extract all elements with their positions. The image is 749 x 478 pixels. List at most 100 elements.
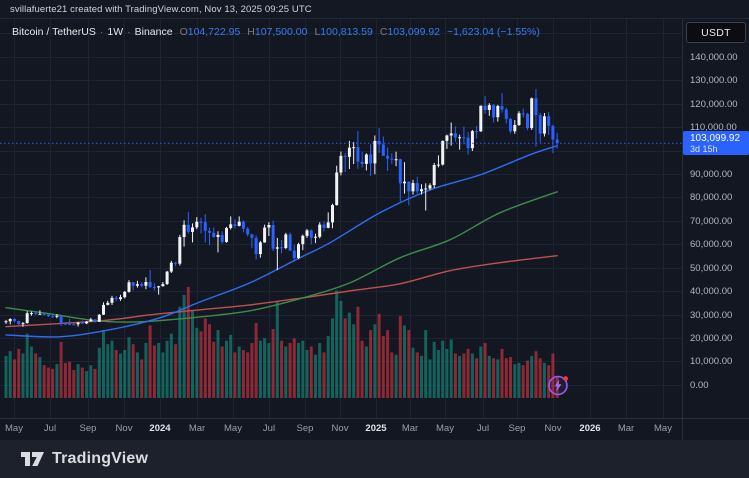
candle-body: [542, 116, 546, 134]
candle-body: [538, 115, 542, 134]
legend-close: C103,099.92: [379, 26, 441, 38]
candle-body: [229, 224, 233, 228]
legend-symbol-name[interactable]: Bitcoin / TetherUS: [12, 26, 96, 38]
volume-bar: [326, 336, 330, 398]
volume-bar: [38, 357, 42, 398]
candle-body: [76, 322, 80, 325]
tradingview-logo-icon: [21, 452, 44, 466]
candle-body: [17, 321, 21, 325]
price-tick-label: 120,000.00: [690, 98, 738, 110]
candle-body: [68, 323, 72, 325]
candle-body: [135, 284, 139, 286]
candle-body: [436, 164, 440, 166]
candle-body: [470, 131, 474, 149]
legend-exchange[interactable]: Binance: [134, 26, 173, 38]
volume-bar: [284, 346, 288, 398]
volume-bar: [191, 310, 194, 399]
volume-bar: [135, 352, 139, 398]
candle-body: [89, 319, 93, 322]
candle-body: [284, 234, 288, 248]
candle-body: [420, 189, 423, 192]
time-tick-year: 2025: [365, 423, 387, 434]
volume-bar: [25, 333, 29, 398]
time-tick-month: May: [5, 423, 23, 434]
candle-body: [377, 140, 381, 145]
candle-body: [280, 247, 284, 249]
candle-body: [186, 224, 190, 232]
candle-body: [233, 224, 237, 226]
candle-body: [263, 227, 267, 243]
time-tick-month: Mar: [188, 423, 206, 434]
volume-bar: [97, 347, 101, 398]
volume-bar: [322, 352, 326, 398]
volume-bar: [140, 359, 144, 398]
currency-toggle-button[interactable]: USDT: [686, 22, 746, 43]
candle-body: [169, 262, 173, 272]
flash-event-icon[interactable]: [547, 374, 570, 397]
candle-body: [475, 131, 479, 133]
tradingview-logo[interactable]: TradingView: [20, 449, 148, 469]
volume-bar: [309, 346, 313, 398]
candle-body: [415, 183, 419, 192]
volume-bar: [445, 348, 449, 398]
volume-bar: [182, 295, 186, 398]
legend-low: L100,813.59: [314, 26, 373, 38]
volume-bar: [212, 341, 216, 398]
tradingview-brand-text: TradingView: [52, 450, 149, 467]
candle-body: [241, 221, 245, 229]
volume-bar: [127, 337, 131, 398]
candle-body: [106, 302, 110, 305]
candle-body: [373, 140, 377, 164]
axis-corner: [682, 419, 749, 440]
volume-bar: [475, 358, 479, 398]
volume-bar: [59, 341, 63, 398]
volume-bar: [8, 351, 12, 398]
candle-body: [555, 139, 559, 144]
candle-body: [521, 113, 525, 115]
time-tick-month: Jul: [262, 423, 276, 434]
price-tick-label: 70,000.00: [690, 215, 733, 227]
volume-bar: [483, 343, 487, 398]
volume-bar: [407, 330, 411, 398]
price-axis[interactable]: 103,099.92 3d 15h 0.00 10,000.00 20,000.00…: [682, 18, 749, 438]
candle-body: [38, 313, 42, 315]
candle-body: [530, 98, 534, 129]
candle-body: [42, 313, 46, 315]
volume-bar: [496, 359, 500, 398]
volume-bar: [305, 350, 309, 398]
last-price-label: 103,099.92 3d 15h: [683, 131, 749, 156]
volume-bar: [63, 362, 67, 398]
volume-bar: [547, 365, 551, 398]
candle-body: [432, 165, 436, 186]
candle-body: [339, 155, 343, 173]
volume-bar: [513, 364, 517, 398]
attribution-text: svillafuerte21 created with TradingView.…: [10, 3, 312, 15]
volume-bar: [174, 344, 178, 398]
volume-bar: [203, 318, 207, 398]
legend-interval[interactable]: 1W: [107, 26, 124, 38]
volume-bar: [119, 353, 122, 398]
candle-body: [250, 234, 254, 238]
candle-body: [123, 291, 127, 298]
candle-body: [513, 125, 517, 132]
volume-bar: [424, 330, 428, 398]
volume-bar: [165, 340, 169, 398]
price-tick-label: 10,000.00: [690, 356, 733, 368]
candle-body: [504, 109, 508, 119]
volume-bar: [4, 355, 8, 398]
volume-bar: [271, 329, 275, 398]
time-tick-month: Nov: [115, 423, 133, 434]
ma-green-mid: [5, 191, 558, 323]
volume-bar: [89, 365, 93, 398]
candle-body: [398, 159, 402, 184]
price-tick-label: 50,000.00: [690, 262, 733, 274]
time-axis[interactable]: May Jul Sep Nov 2024 Mar May Jul Sep Nov 2025 Mar Ma…: [0, 418, 749, 440]
volume-bar: [356, 306, 360, 398]
candle-body: [80, 322, 84, 324]
candle-body: [347, 147, 351, 157]
candle-body: [352, 147, 356, 149]
candle-body: [25, 313, 29, 324]
legend-high: H107,500.00: [247, 26, 308, 38]
volume-bar: [102, 330, 105, 398]
